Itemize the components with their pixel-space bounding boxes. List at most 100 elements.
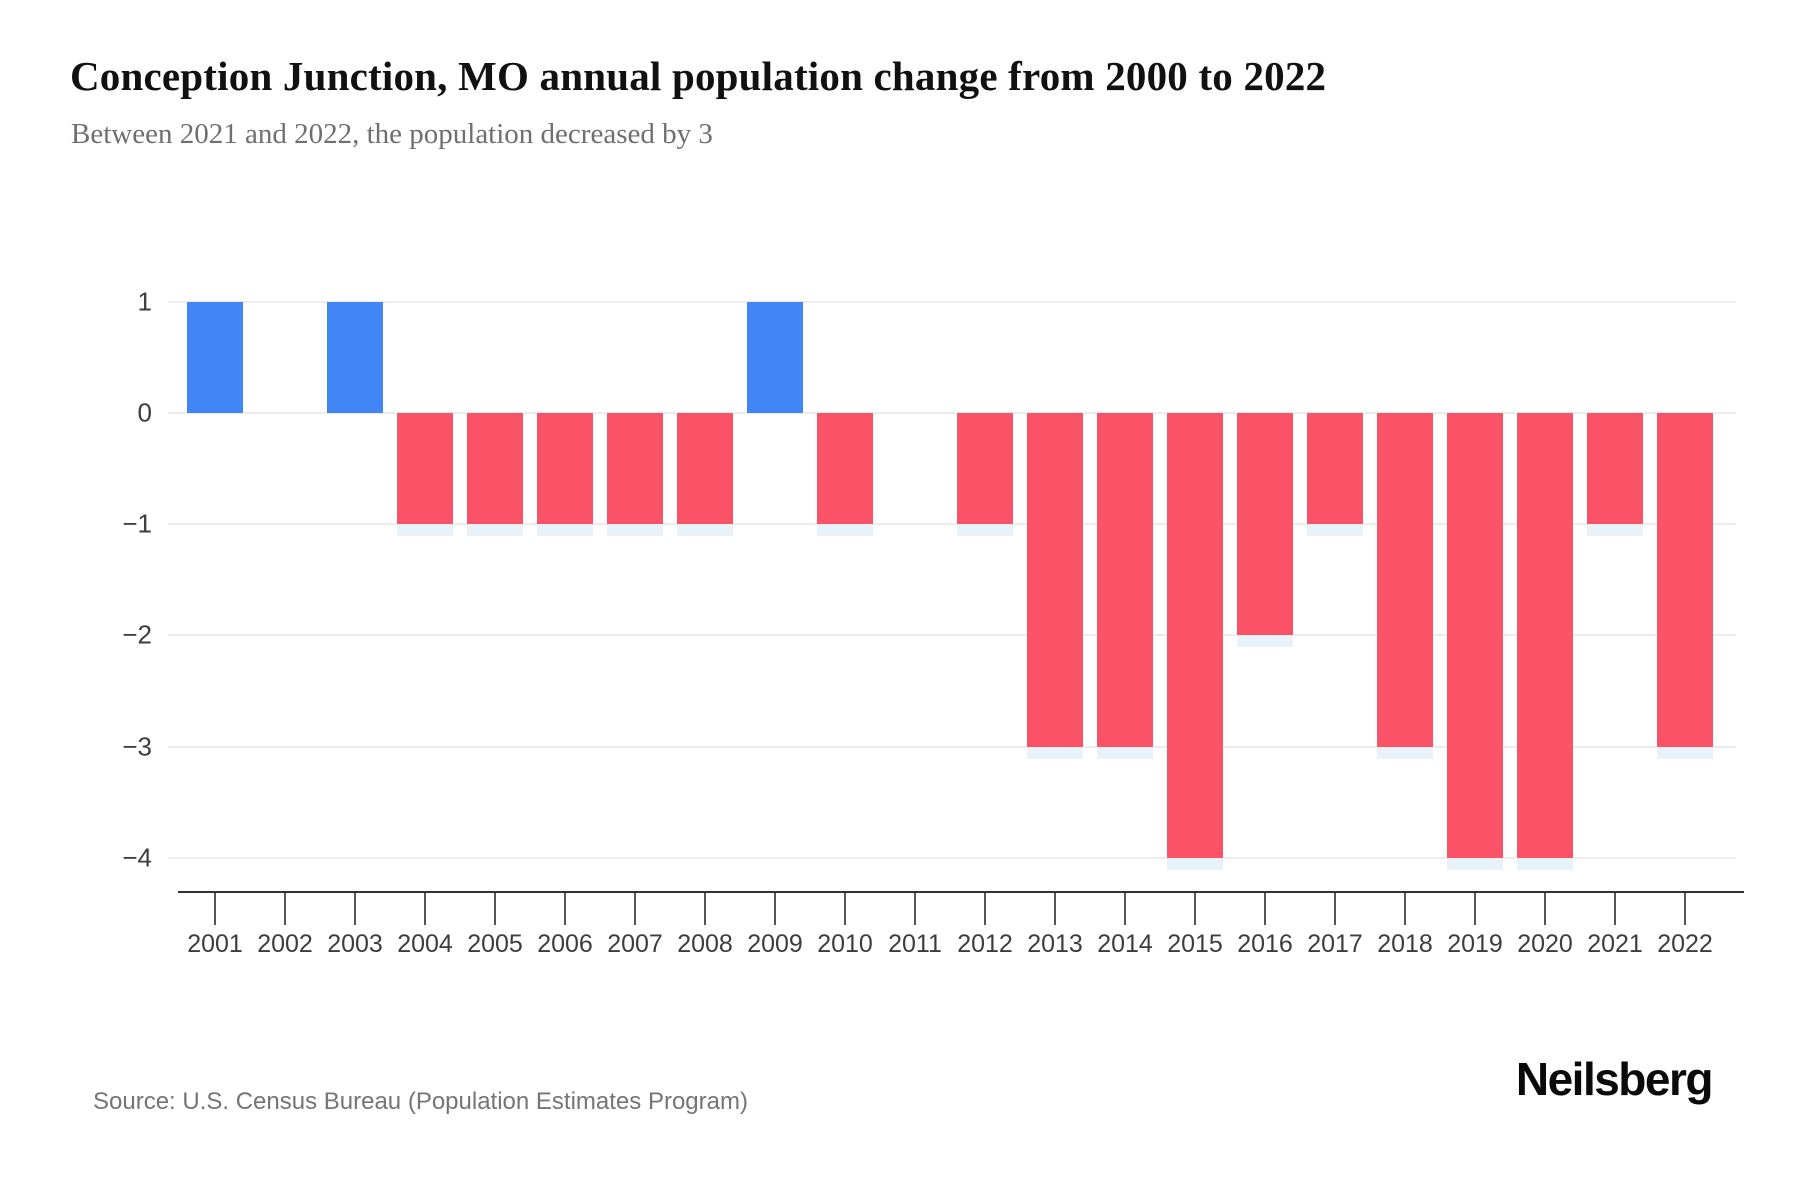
x-axis-tick xyxy=(424,893,426,925)
x-axis-tick-label: 2004 xyxy=(397,930,453,958)
x-axis-tick xyxy=(1684,893,1686,925)
chart-title: Conception Junction, MO annual populatio… xyxy=(70,53,1327,99)
bar-2015[interactable] xyxy=(1167,413,1223,858)
x-axis-tick xyxy=(1054,893,1056,925)
source-note: Source: U.S. Census Bureau (Population E… xyxy=(93,1088,748,1115)
brand-logo: Neilsberg xyxy=(1515,1053,1714,1105)
bar-shadow xyxy=(1517,859,1573,870)
x-axis-tick xyxy=(984,893,986,925)
x-axis-tick xyxy=(634,893,636,925)
bar-shadow xyxy=(1237,636,1293,647)
y-gridline xyxy=(168,857,1736,859)
x-axis-tick-label: 2002 xyxy=(257,930,313,958)
bar-2016[interactable] xyxy=(1237,413,1293,635)
x-axis-tick xyxy=(774,893,776,925)
x-axis-tick xyxy=(354,893,356,925)
bar-shadow xyxy=(677,525,733,536)
bar-2013[interactable] xyxy=(1027,413,1083,747)
bar-2019[interactable] xyxy=(1447,413,1503,858)
x-axis-tick-label: 2015 xyxy=(1167,930,1223,958)
bar-shadow xyxy=(537,525,593,536)
bar-2017[interactable] xyxy=(1307,413,1363,524)
x-axis-tick-label: 2011 xyxy=(888,930,942,958)
y-gridline xyxy=(168,523,1736,525)
x-axis-tick xyxy=(1334,893,1336,925)
x-axis-tick-label: 2007 xyxy=(607,930,663,958)
y-gridline xyxy=(168,634,1736,636)
y-axis-tick-label: −4 xyxy=(122,842,152,873)
x-axis-tick-label: 2012 xyxy=(957,930,1013,958)
x-axis-tick xyxy=(284,893,286,925)
bar-shadow xyxy=(1587,525,1643,536)
chart-subtitle: Between 2021 and 2022, the population de… xyxy=(71,118,713,150)
bar-chart-plot-area: 1 0 −1 −2 −3 −4 2001 2002 2003 2004 2005 2006 2007 20… xyxy=(122,286,1744,958)
x-axis-tick-label: 2021 xyxy=(1587,930,1643,958)
x-axis-tick-label: 2003 xyxy=(327,930,383,958)
y-gridline xyxy=(168,412,1736,414)
bar-2007[interactable] xyxy=(607,413,663,524)
bar-shadow xyxy=(607,525,663,536)
bar-2005[interactable] xyxy=(467,413,523,524)
bar-shadow xyxy=(817,525,873,536)
x-axis-tick xyxy=(564,893,566,925)
x-axis-tick xyxy=(914,893,916,925)
x-axis-tick xyxy=(1264,893,1266,925)
x-axis-tick xyxy=(844,893,846,925)
bar-2014[interactable] xyxy=(1097,413,1153,747)
bar-shadow xyxy=(1167,859,1223,870)
bar-2009[interactable] xyxy=(747,302,803,413)
x-axis-tick-label: 2001 xyxy=(187,930,243,958)
bar-2010[interactable] xyxy=(817,413,873,524)
x-axis-tick xyxy=(494,893,496,925)
bar-2020[interactable] xyxy=(1517,413,1573,858)
bar-2001[interactable] xyxy=(187,302,243,413)
x-axis-tick xyxy=(1124,893,1126,925)
bar-2004[interactable] xyxy=(397,413,453,524)
x-axis-tick xyxy=(1404,893,1406,925)
x-axis-tick xyxy=(1614,893,1616,925)
x-axis-tick xyxy=(704,893,706,925)
x-axis-tick xyxy=(1194,893,1196,925)
x-axis-tick-label: 2013 xyxy=(1027,930,1083,958)
x-axis-tick-label: 2022 xyxy=(1657,930,1713,958)
x-axis-tick-label: 2020 xyxy=(1517,930,1573,958)
x-axis-tick-label: 2014 xyxy=(1097,930,1153,958)
bar-shadow xyxy=(957,525,1013,536)
bar-shadow xyxy=(397,525,453,536)
bar-shadow xyxy=(1447,859,1503,870)
bar-shadow xyxy=(1027,748,1083,759)
bar-shadow xyxy=(1307,525,1363,536)
bar-2022[interactable] xyxy=(1657,413,1713,747)
x-axis-tick xyxy=(1544,893,1546,925)
x-axis-tick xyxy=(1474,893,1476,925)
y-axis-tick-label: −1 xyxy=(122,508,152,539)
y-axis-tick-label: −3 xyxy=(122,731,152,762)
x-axis-tick xyxy=(214,893,216,925)
bar-2012[interactable] xyxy=(957,413,1013,524)
y-axis-tick-label: −2 xyxy=(122,619,152,650)
bar-shadow xyxy=(1657,748,1713,759)
x-axis-tick-label: 2017 xyxy=(1307,930,1363,958)
y-axis-tick-label: 1 xyxy=(137,286,152,317)
bar-2006[interactable] xyxy=(537,413,593,524)
bar-2021[interactable] xyxy=(1587,413,1643,524)
x-axis-tick-label: 2010 xyxy=(817,930,873,958)
bar-2003[interactable] xyxy=(327,302,383,413)
y-gridline xyxy=(168,301,1736,303)
x-axis-tick-label: 2008 xyxy=(677,930,733,958)
x-axis-tick-label: 2005 xyxy=(467,930,523,958)
x-axis-tick-label: 2018 xyxy=(1377,930,1433,958)
y-axis-tick-label: 0 xyxy=(137,397,152,428)
bar-2018[interactable] xyxy=(1377,413,1433,747)
x-axis-tick-label: 2016 xyxy=(1237,930,1293,958)
bar-shadow xyxy=(467,525,523,536)
bar-shadow xyxy=(1097,748,1153,759)
x-axis-tick-label: 2006 xyxy=(537,930,593,958)
y-gridline xyxy=(168,746,1736,748)
bar-2008[interactable] xyxy=(677,413,733,524)
x-axis-tick-label: 2009 xyxy=(747,930,803,958)
x-axis-tick-label: 2019 xyxy=(1447,930,1503,958)
bar-shadow xyxy=(1377,748,1433,759)
x-axis-line xyxy=(178,891,1744,893)
